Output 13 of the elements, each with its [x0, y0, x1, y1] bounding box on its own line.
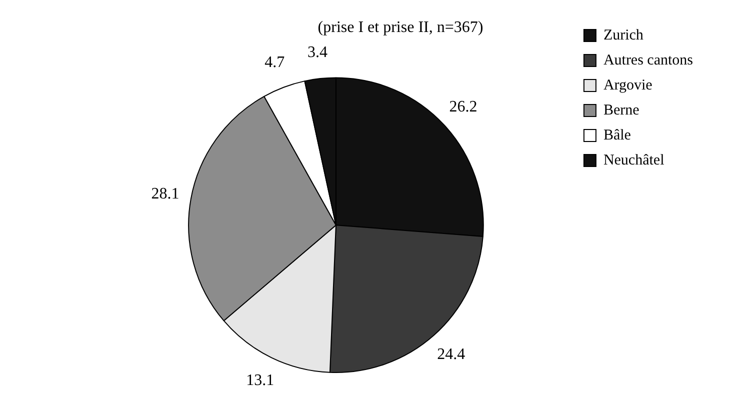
legend-label: Autres cantons [603, 52, 694, 68]
data-label: 26.2 [449, 98, 478, 116]
legend-label: Neuchâtel [603, 152, 664, 168]
data-label: 24.4 [437, 346, 466, 363]
legend-label: Argovie [603, 77, 653, 94]
chart-title: (prise I et prise II, n=367) [318, 18, 484, 36]
legend-label: Bâle [603, 127, 632, 144]
data-label: 13.1 [246, 372, 274, 390]
legend-label: Berne [603, 102, 640, 118]
data-label: 4.7 [264, 54, 285, 72]
data-label: 3.4 [307, 44, 328, 61]
legend-label: Zurich [603, 27, 644, 44]
data-label: 28.1 [151, 186, 180, 203]
